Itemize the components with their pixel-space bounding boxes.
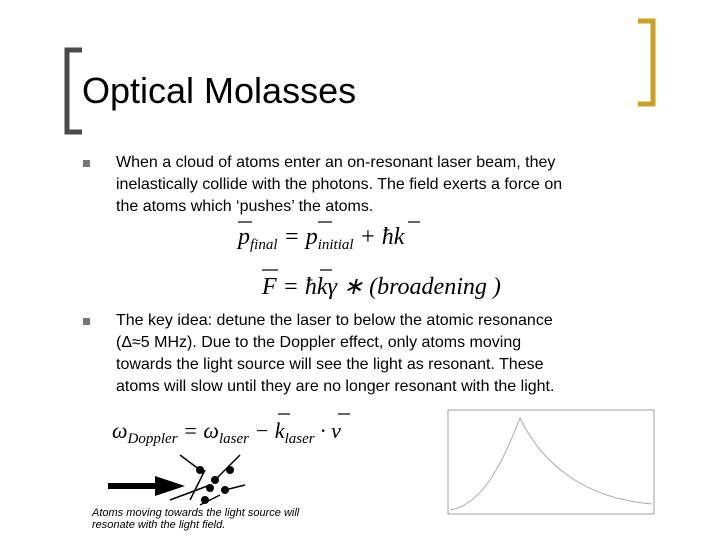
equation-part: final — [250, 237, 278, 253]
text-line: inelastically collide with the photons. … — [116, 176, 563, 193]
text-line: Atoms moving towards the light source wi… — [92, 507, 300, 519]
equation: F = ħkγ ∗ (broadening ) — [262, 272, 501, 301]
caption: Atoms moving towards the light source wi… — [92, 507, 299, 531]
equation-part: ħkγ ∗ (broadening ) — [304, 274, 501, 300]
equation: pfinal = pinitial + ħk — [238, 224, 404, 254]
equation-part: initial — [317, 237, 354, 253]
equation-part: laser — [218, 431, 249, 447]
equation-part: p — [305, 224, 318, 250]
equation-part: F — [262, 274, 277, 300]
equation: ωDoppler = ωlaser − klaser · v — [112, 418, 341, 448]
equation-part: + ħk — [359, 224, 405, 250]
equation-part: = — [283, 224, 300, 250]
bullet-text: When a cloud of atoms enter an on-resona… — [116, 152, 562, 218]
text-line: When a cloud of atoms enter an on-resona… — [116, 154, 556, 171]
vector-arrows — [238, 221, 420, 415]
text-line: The key idea: detune the laser to below … — [116, 312, 553, 329]
text-line: resonate with the light field. — [92, 519, 226, 531]
bullet-text: The key idea: detune the laser to below … — [116, 310, 554, 398]
equation-part: · v — [320, 418, 341, 443]
right-bracket — [638, 18, 656, 107]
equation-part: − k — [254, 418, 285, 443]
left-bracket — [64, 47, 82, 135]
bullet-marker — [83, 318, 90, 325]
bullet-marker — [83, 160, 90, 167]
equation-part: ω — [112, 418, 128, 443]
equation-part: Doppler — [127, 431, 178, 447]
text-line: the atoms which ‘pushes’ the atoms. — [116, 198, 374, 215]
equation-part: = — [282, 274, 299, 300]
text-line: towards the light source will see the li… — [116, 356, 544, 373]
text-line: (Δ≈5 MHz). Due to the Doppler effect, on… — [116, 334, 522, 351]
equation-part: = — [183, 418, 198, 443]
equation-part: ω — [203, 418, 219, 443]
resonance-plot — [447, 409, 655, 515]
equation-part: laser — [284, 431, 315, 447]
text-line: atoms will slow until they are no longer… — [116, 378, 555, 395]
equation-part: p — [238, 224, 250, 250]
slide-title: Optical Molasses — [82, 70, 357, 111]
atom-diagram — [108, 454, 246, 506]
